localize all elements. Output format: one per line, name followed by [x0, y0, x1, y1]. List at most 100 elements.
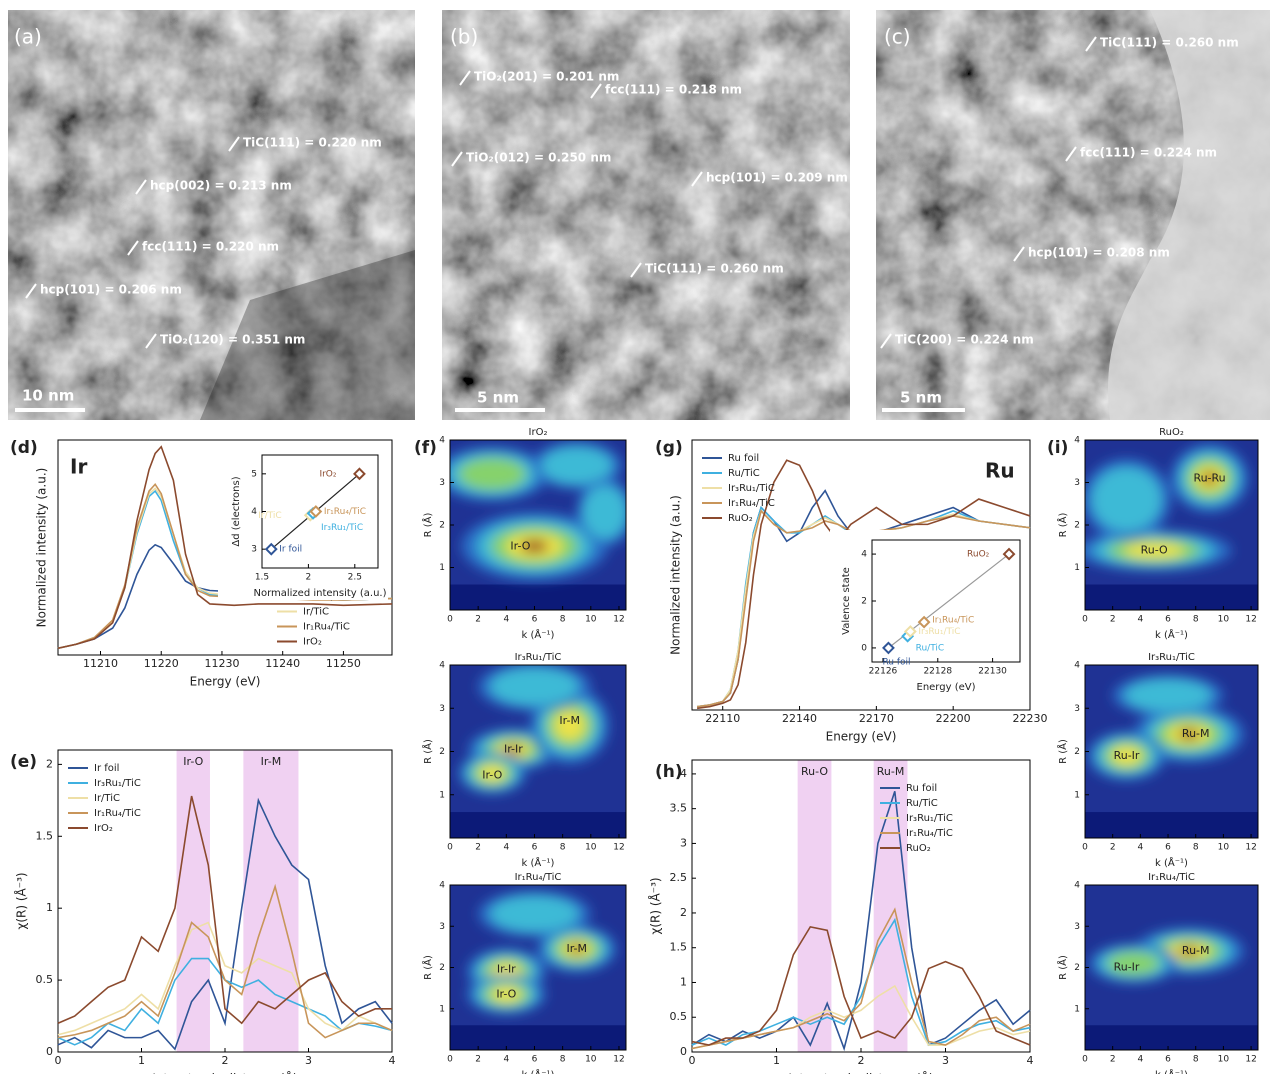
- heatmap-blob: [1107, 951, 1160, 976]
- data-point: [917, 615, 931, 629]
- y-tick-label: 4: [1074, 661, 1080, 671]
- legend-label: Ir/TiC: [94, 793, 120, 804]
- x-tick-label: 0: [1082, 1055, 1088, 1065]
- heatmap-blob: [504, 745, 522, 754]
- heatmap-blob: [582, 485, 626, 539]
- panel-label: (e): [10, 752, 37, 772]
- y-tick-label: 1: [1074, 563, 1080, 573]
- point-label: RuO₂: [967, 550, 990, 560]
- x-tick-label: 22170: [859, 712, 894, 725]
- y-tick-label: 1: [439, 790, 445, 800]
- y-tick-label: 2: [439, 747, 445, 757]
- lattice-marker: [459, 70, 471, 86]
- series-line: [697, 459, 1031, 710]
- y-axis-label: Δd (electrons): [231, 476, 242, 546]
- x-tick-label: 2: [222, 1054, 229, 1067]
- x-tick-label: 11250: [326, 657, 361, 670]
- y-tick-label: 2.5: [670, 871, 688, 884]
- y-axis-label: R (Å): [421, 739, 434, 764]
- inset-background: [830, 530, 1025, 700]
- element-label: Ru: [985, 459, 1015, 483]
- point-label: Ir foil: [279, 545, 302, 555]
- series-line: [57, 883, 393, 1039]
- feature-label: Ir-M: [566, 942, 587, 955]
- plot-frame: [691, 439, 1031, 711]
- data-point: [1002, 547, 1016, 561]
- legend-label: Ir₁Ru₄/TiC: [94, 808, 141, 819]
- x-tick-label: 12: [1245, 1055, 1256, 1065]
- heatmap-blob: [491, 986, 522, 1002]
- tem-image: [8, 10, 415, 420]
- y-tick-label: 1: [1074, 790, 1080, 800]
- x-axis-label: Energy (eV): [190, 675, 261, 689]
- heatmap-title: IrO₂: [529, 427, 548, 438]
- lattice-annotation: hcp(101) = 0.209 nm: [706, 171, 848, 185]
- x-tick-label: 3: [305, 1054, 312, 1067]
- legend-label: RuO₂: [728, 513, 753, 524]
- point-label: Ir₁Ru₄/TiC: [324, 507, 366, 517]
- lattice-marker: [145, 333, 157, 349]
- legend-label: Ir₁Ru₄/TiC: [906, 828, 953, 839]
- legend-label: Ru/TiC: [728, 468, 760, 479]
- heatmap-blobs: [466, 890, 617, 1015]
- band-label: Ru-O: [801, 765, 828, 778]
- x-tick-label: 2: [1110, 1055, 1116, 1065]
- feature-label: Ir-O: [510, 539, 530, 552]
- lattice-annotation: fcc(111) = 0.218 nm: [605, 83, 742, 97]
- heatmap-blob: [554, 710, 585, 741]
- series-line: [697, 509, 1031, 708]
- series-line: [57, 921, 393, 1036]
- x-axis-label: k (Å⁻¹): [522, 1068, 555, 1074]
- heatmap-blob: [569, 944, 585, 954]
- heatmap-blob: [490, 667, 579, 706]
- feature-label: Ir-O: [482, 768, 502, 781]
- y-tick-label: 2: [680, 906, 687, 919]
- heatmap-blob: [541, 446, 612, 485]
- heatmap-title: Ir₃Ru₁/TiC: [1148, 652, 1195, 663]
- x-tick-label: 10: [1218, 615, 1230, 625]
- series-line: [57, 797, 393, 1051]
- highlight-band: [873, 760, 908, 1052]
- heatmap-blob: [479, 765, 506, 782]
- x-tick-label: 4: [503, 843, 509, 853]
- heatmap-title: Ir₁Ru₄/TiC: [515, 872, 562, 883]
- x-tick-label: 12: [613, 615, 624, 625]
- x-tick-label: 8: [1193, 1055, 1199, 1065]
- feature-label: Ir-Ir: [497, 963, 516, 976]
- x-axis-label: Normalized intensity (a.u.): [253, 588, 386, 599]
- point-label: IrO₂: [319, 469, 336, 479]
- x-tick-label: 10: [585, 1055, 597, 1065]
- x-tick-label: 8: [560, 843, 566, 853]
- heatmap-blob: [490, 895, 579, 932]
- x-tick-label: 11220: [144, 657, 179, 670]
- scale-bar-label: 5 nm: [900, 389, 942, 407]
- heatmap-blob: [520, 539, 549, 553]
- series-line: [691, 917, 1031, 1046]
- x-tick-label: 4: [1027, 1054, 1034, 1067]
- y-tick-label: 2: [1074, 963, 1080, 973]
- x-tick-label: 6: [532, 615, 538, 625]
- x-tick-label: 2: [1110, 843, 1116, 853]
- x-tick-label: 6: [532, 1055, 538, 1065]
- feature-label: Ru-Ru: [1193, 471, 1225, 484]
- x-tick-label: 2: [1110, 615, 1116, 625]
- x-axis-label: k (Å⁻¹): [1155, 1068, 1188, 1074]
- legend-label: IrO₂: [303, 637, 322, 648]
- y-tick-label: 4: [439, 661, 445, 671]
- y-axis-label: χ(R) (Å⁻³): [648, 877, 663, 934]
- x-tick-label: 8: [1193, 615, 1199, 625]
- lattice-marker: [1085, 36, 1097, 52]
- x-tick-label: 6: [1165, 843, 1171, 853]
- x-axis-label: k (Å⁻¹): [522, 628, 555, 641]
- y-axis-label: R (Å): [421, 955, 434, 980]
- feature-label: Ir-Ir: [504, 742, 523, 755]
- x-tick-label: 0: [447, 1055, 453, 1065]
- x-tick-label: 11230: [204, 657, 239, 670]
- x-tick-label: 6: [1165, 1055, 1171, 1065]
- x-tick-label: 6: [532, 843, 538, 853]
- feature-label: Ru-Ir: [1114, 749, 1140, 762]
- x-tick-label: 4: [503, 1055, 509, 1065]
- heatmap-blob: [1202, 471, 1217, 485]
- y-tick-label: 4: [439, 436, 445, 446]
- data-point: [264, 542, 278, 556]
